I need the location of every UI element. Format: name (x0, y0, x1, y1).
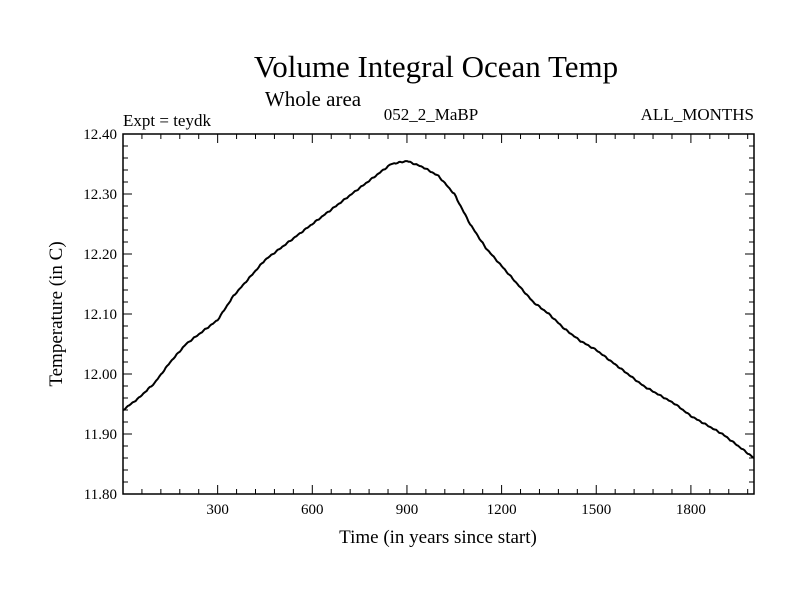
x-tick-label: 1800 (676, 502, 706, 518)
chart-title: Volume Integral Ocean Temp (254, 49, 618, 84)
chart-subtitle: Whole area (265, 87, 362, 111)
y-tick-label: 12.00 (83, 367, 117, 383)
run-label: 052_2_MaBP (384, 105, 478, 124)
experiment-label: Expt = teydk (123, 111, 211, 130)
axis-ticks (123, 133, 754, 495)
tick-labels: 11.80 11.90 12.00 12.10 12.20 12.30 12.40 300 60… (83, 127, 706, 518)
y-tick-label: 12.10 (83, 307, 117, 323)
x-tick-label: 1200 (487, 502, 517, 518)
y-tick-label: 11.80 (84, 487, 117, 503)
x-tick-label: 1500 (581, 502, 611, 518)
plot-area-frame (122, 133, 755, 495)
y-tick-label: 12.20 (83, 247, 117, 263)
y-tick-label: 12.30 (83, 187, 117, 203)
x-tick-label: 600 (301, 502, 324, 518)
y-tick-label: 11.90 (84, 427, 117, 443)
data-series-line (122, 160, 755, 459)
months-label: ALL_MONTHS (641, 105, 754, 124)
x-tick-label: 900 (396, 502, 419, 518)
y-axis-label: Temperature (in C) (46, 241, 67, 386)
y-tick-label: 12.40 (83, 127, 117, 143)
x-tick-label: 300 (206, 502, 229, 518)
x-axis-label: Time (in years since start) (339, 527, 537, 548)
